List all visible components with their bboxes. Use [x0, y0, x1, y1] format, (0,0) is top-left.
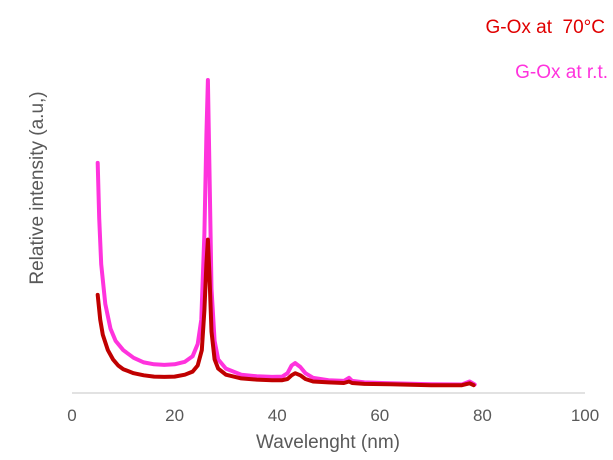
x-tick-labels: 0 20 40 60 80 100 [67, 406, 599, 425]
x-tick-label: 100 [571, 406, 599, 425]
legend: G-Ox at 70°C G-Ox at r.t. [485, 17, 608, 83]
y-axis-title: Relative intensity (a.u,) [27, 91, 48, 284]
series-line-g-ox-rt [95, 78, 477, 387]
x-tick-label: 60 [370, 406, 389, 425]
x-tick-label: 40 [268, 406, 287, 425]
series-layer [95, 78, 477, 388]
x-tick-label: 80 [473, 406, 492, 425]
x-axis-title: Wavelenght (nm) [256, 432, 400, 453]
legend-label-g-ox-70c: G-Ox at 70°C [485, 17, 605, 38]
series-line-g-ox-70c [95, 237, 476, 388]
x-tick-label: 20 [165, 406, 184, 425]
x-tick-label: 0 [67, 406, 76, 425]
legend-label-g-ox-rt: G-Ox at r.t. [515, 62, 608, 83]
